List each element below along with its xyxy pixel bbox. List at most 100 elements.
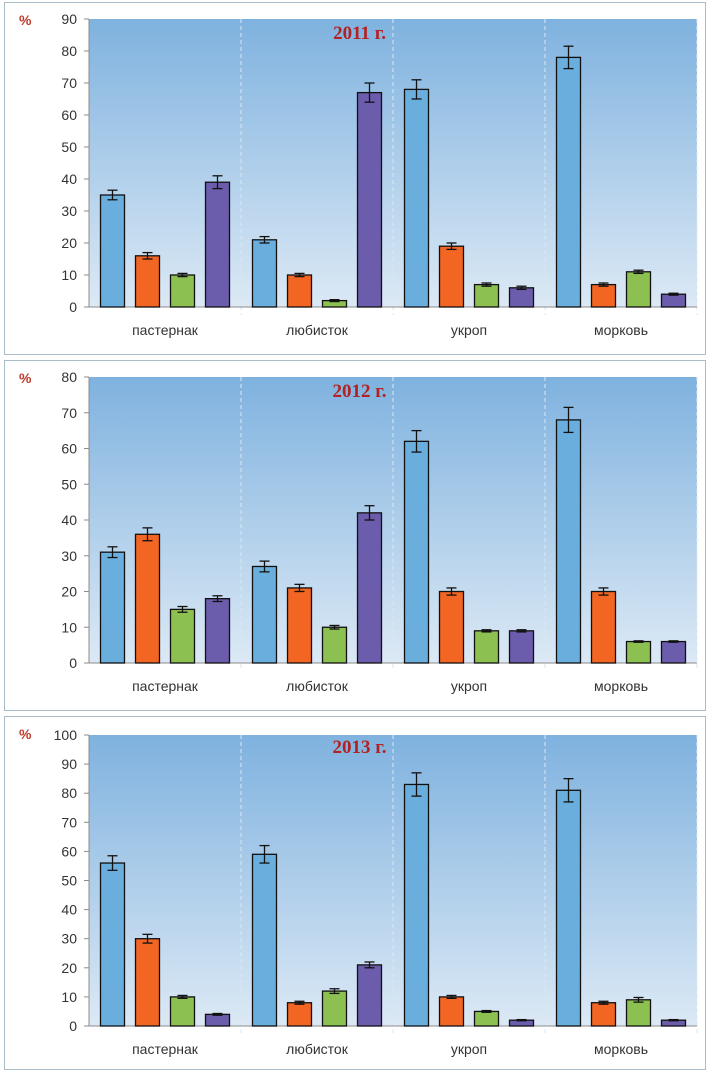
y-tick-label: 20 bbox=[61, 235, 77, 251]
y-tick-label: 70 bbox=[61, 814, 77, 830]
y-axis-unit: % bbox=[19, 370, 32, 386]
bar bbox=[438, 996, 465, 1027]
bar bbox=[590, 590, 617, 664]
category-label: морковь bbox=[594, 678, 648, 694]
y-tick-label: 90 bbox=[61, 756, 77, 772]
y-tick-label: 0 bbox=[69, 1018, 77, 1034]
bar bbox=[169, 274, 196, 308]
category-label: любисток bbox=[286, 1041, 349, 1057]
category-label: пастернак bbox=[132, 322, 199, 338]
bar bbox=[508, 287, 535, 308]
y-tick-label: 10 bbox=[61, 267, 77, 283]
chart-title: 2013 г. bbox=[333, 737, 387, 758]
bar bbox=[555, 56, 582, 308]
bar bbox=[169, 608, 196, 664]
y-tick-label: 20 bbox=[61, 584, 77, 600]
category-label: любисток bbox=[286, 678, 349, 694]
y-axis-unit: % bbox=[19, 726, 32, 742]
chart-title: 2012 г. bbox=[333, 381, 387, 402]
category-label: пастернак bbox=[132, 678, 199, 694]
bar bbox=[204, 181, 231, 308]
y-tick-label: 90 bbox=[61, 11, 77, 27]
y-tick-label: 80 bbox=[61, 369, 77, 385]
bar bbox=[356, 964, 383, 1027]
bar bbox=[660, 293, 687, 308]
category-label: укроп bbox=[451, 322, 487, 338]
bar bbox=[473, 283, 500, 308]
bar bbox=[555, 789, 582, 1027]
bar bbox=[169, 996, 196, 1027]
bar bbox=[251, 853, 278, 1027]
bar bbox=[99, 194, 126, 308]
chart-panel-2011: 0 10 20 30 40 50 60 70 80 90% 2011 г. пастернак люби… bbox=[4, 2, 706, 355]
plot-area bbox=[89, 735, 697, 1026]
bar bbox=[134, 938, 161, 1027]
bar bbox=[321, 626, 348, 664]
bar bbox=[625, 999, 652, 1027]
y-tick-label: 50 bbox=[61, 476, 77, 492]
bar bbox=[555, 419, 582, 664]
chart-panel-2013: 0 10 20 30 40 50 60 70 80 90 100% 2013 г. пастернак л… bbox=[4, 716, 706, 1070]
bar bbox=[660, 640, 687, 664]
y-tick-label: 70 bbox=[61, 405, 77, 421]
y-tick-label: 50 bbox=[61, 873, 77, 889]
bar bbox=[321, 990, 348, 1027]
bar bbox=[134, 255, 161, 308]
bar-chart-2013: 0 10 20 30 40 50 60 70 80 90 100% 2013 г. пастернак л… bbox=[19, 726, 698, 1057]
bar bbox=[438, 245, 465, 308]
bar bbox=[204, 597, 231, 664]
y-tick-label: 10 bbox=[61, 619, 77, 635]
category-label: пастернак bbox=[132, 1041, 199, 1057]
y-tick-label: 20 bbox=[61, 960, 77, 976]
y-tick-label: 40 bbox=[61, 171, 77, 187]
bar bbox=[251, 565, 278, 664]
category-label: любисток bbox=[286, 322, 349, 338]
bar bbox=[508, 630, 535, 664]
chart-title: 2011 г. bbox=[333, 23, 386, 44]
category-label: морковь bbox=[594, 322, 648, 338]
y-tick-label: 0 bbox=[69, 655, 77, 671]
y-axis-unit: % bbox=[19, 12, 32, 28]
bar bbox=[134, 533, 161, 664]
y-tick-label: 30 bbox=[61, 203, 77, 219]
bar bbox=[251, 239, 278, 308]
y-tick-label: 40 bbox=[61, 512, 77, 528]
y-tick-label: 30 bbox=[61, 548, 77, 564]
y-tick-label: 10 bbox=[61, 989, 77, 1005]
bar bbox=[356, 512, 383, 664]
y-tick-label: 0 bbox=[69, 299, 77, 315]
y-tick-label: 40 bbox=[61, 902, 77, 918]
bar bbox=[286, 587, 313, 664]
y-tick-label: 70 bbox=[61, 75, 77, 91]
bar bbox=[403, 440, 430, 664]
bar bbox=[438, 590, 465, 664]
y-tick-label: 60 bbox=[61, 441, 77, 457]
y-tick-label: 30 bbox=[61, 931, 77, 947]
bar bbox=[473, 630, 500, 664]
bar-chart-2012: 0 10 20 30 40 50 60 70 80% 2012 г. пастернак любист… bbox=[19, 369, 698, 694]
category-label: укроп bbox=[451, 1041, 487, 1057]
bar bbox=[590, 1002, 617, 1027]
bar bbox=[403, 88, 430, 308]
bar bbox=[403, 783, 430, 1027]
bar bbox=[99, 551, 126, 664]
y-tick-label: 80 bbox=[61, 785, 77, 801]
bar bbox=[286, 1002, 313, 1027]
bar bbox=[99, 862, 126, 1027]
bar bbox=[625, 640, 652, 664]
y-tick-label: 100 bbox=[54, 727, 78, 743]
bar bbox=[286, 274, 313, 308]
category-label: укроп bbox=[451, 678, 487, 694]
bar bbox=[625, 271, 652, 308]
bar bbox=[473, 1010, 500, 1027]
bar-chart-2011: 0 10 20 30 40 50 60 70 80 90% 2011 г. пастернак люби… bbox=[19, 11, 698, 338]
category-label: морковь bbox=[594, 1041, 648, 1057]
bar bbox=[204, 1013, 231, 1027]
bar bbox=[356, 91, 383, 308]
bar bbox=[590, 283, 617, 308]
y-tick-label: 60 bbox=[61, 107, 77, 123]
y-tick-label: 50 bbox=[61, 139, 77, 155]
y-tick-label: 80 bbox=[61, 43, 77, 59]
chart-panel-2012: 0 10 20 30 40 50 60 70 80% 2012 г. пастернак любист… bbox=[4, 360, 706, 711]
y-tick-label: 60 bbox=[61, 843, 77, 859]
